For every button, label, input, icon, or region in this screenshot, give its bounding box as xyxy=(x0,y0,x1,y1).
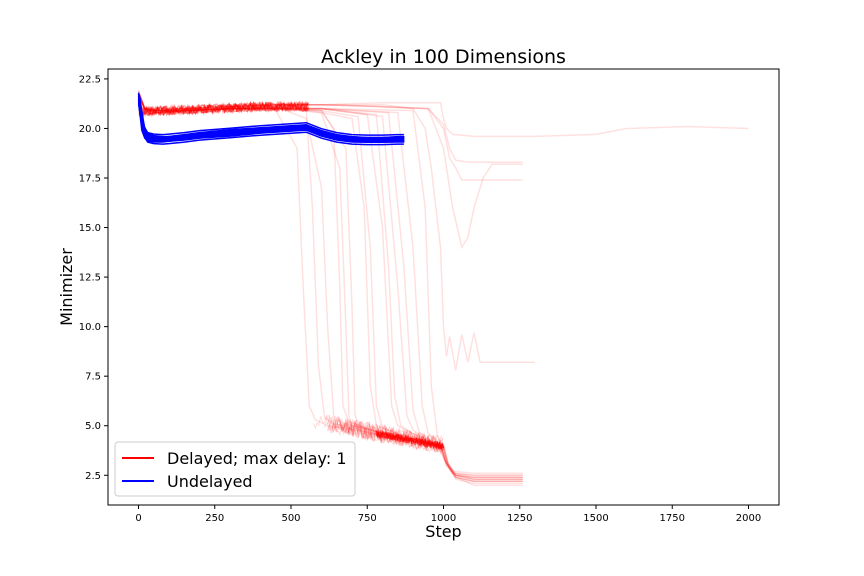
chart-title: Ackley in 100 Dimensions xyxy=(321,46,566,68)
x-axis: 0 250 500 750 1000 1250 1500 1750 2000 xyxy=(135,505,761,524)
delayed-run-line-0 xyxy=(137,92,523,477)
delayed-run-line-16 xyxy=(137,94,523,250)
delayed-noise-line-0 xyxy=(326,418,443,452)
legend-label-delayed: Delayed; max delay: 1 xyxy=(167,449,347,468)
delayed-run-line-14 xyxy=(137,92,749,138)
delayed-run-line-9 xyxy=(137,96,523,475)
x-axis-label: Step xyxy=(425,522,461,541)
delayed-run-line-18 xyxy=(137,92,523,163)
x-tick-label: 2000 xyxy=(736,513,761,524)
delayed-tail-line-2 xyxy=(375,430,444,451)
delayed-run-line-11 xyxy=(137,94,523,482)
delayed-band-line-2 xyxy=(138,100,309,116)
x-tick-label: 1750 xyxy=(660,513,685,524)
delayed-run-line-4 xyxy=(137,92,523,484)
x-tick-label: 0 xyxy=(135,513,141,524)
x-tick-label: 500 xyxy=(281,513,300,524)
delayed-noise-line-8 xyxy=(323,414,443,453)
x-tick-label: 1500 xyxy=(583,513,608,524)
delayed-noise-line-2 xyxy=(326,419,443,451)
delayed-tail-line-6 xyxy=(375,429,444,450)
delayed-run-line-10 xyxy=(137,92,523,480)
delayed-band-line-4 xyxy=(138,99,309,118)
x-tick-label: 1250 xyxy=(507,513,532,524)
delayed-band-line-3 xyxy=(138,100,309,118)
delayed-tail-line-3 xyxy=(375,430,445,451)
delayed-band-line-9 xyxy=(138,100,309,117)
x-tick-label: 1000 xyxy=(431,513,456,524)
delayed-run-line-3 xyxy=(137,96,523,482)
delayed-run-line-8 xyxy=(137,94,523,477)
delayed-noise-line-7 xyxy=(344,419,443,451)
legend-box xyxy=(114,441,356,497)
x-tick-label: 250 xyxy=(205,513,224,524)
y-tick-label: 7.5 xyxy=(85,372,101,383)
delayed-band-line-5 xyxy=(138,100,309,117)
delayed-run-line-17 xyxy=(137,92,523,181)
delayed-band-line-6 xyxy=(138,100,309,118)
y-tick-label: 2.5 xyxy=(85,471,101,482)
delayed-run-line-13 xyxy=(137,90,523,479)
delayed-noise-line-5 xyxy=(331,423,444,454)
delayed-run-line-6 xyxy=(137,92,523,482)
delayed-band-line-8 xyxy=(138,100,309,116)
x-tick-label: 750 xyxy=(358,513,377,524)
y-tick-label: 15.0 xyxy=(79,223,101,234)
series-layer xyxy=(137,90,749,486)
y-tick-label: 20.0 xyxy=(79,124,101,135)
delayed-tail-line-7 xyxy=(375,431,445,450)
delayed-run-line-5 xyxy=(137,94,523,486)
delayed-tail-line-1 xyxy=(376,430,444,449)
y-tick-label: 10.0 xyxy=(79,322,101,333)
undelayed-run-line-0 xyxy=(137,103,404,146)
y-axis-label: Minimizer xyxy=(57,248,76,326)
delayed-run-line-7 xyxy=(137,90,523,479)
delayed-noise-line-6 xyxy=(312,414,444,455)
undelayed-run-line-1 xyxy=(137,100,404,143)
delayed-run-line-1 xyxy=(137,94,523,479)
delayed-run-line-15 xyxy=(137,92,535,371)
delayed-noise-line-1 xyxy=(339,419,443,455)
delayed-run-line-12 xyxy=(137,92,523,480)
delayed-tail-line-0 xyxy=(375,431,444,451)
y-tick-label: 12.5 xyxy=(79,273,101,284)
y-axis: 2.5 5.0 7.5 10.0 12.5 15.0 17.5 20.0 22.5 xyxy=(79,74,108,482)
y-tick-label: 22.5 xyxy=(79,74,101,85)
delayed-tail-line-5 xyxy=(376,431,444,449)
delayed-tail-line-4 xyxy=(375,430,445,450)
y-tick-label: 17.5 xyxy=(79,174,101,185)
y-tick-label: 5.0 xyxy=(85,421,101,432)
undelayed-run-line-4 xyxy=(137,93,404,136)
delayed-noise-line-9 xyxy=(337,417,443,452)
delayed-noise-line-4 xyxy=(343,417,444,454)
undelayed-run-line-3 xyxy=(137,96,404,139)
legend: Delayed; max delay: 1 Undelayed xyxy=(114,441,356,497)
undelayed-run-line-2 xyxy=(137,98,404,141)
delayed-band-line-0 xyxy=(138,100,309,118)
legend-label-undelayed: Undelayed xyxy=(167,472,253,491)
delayed-noise-line-3 xyxy=(327,415,444,452)
delayed-noise-line-10 xyxy=(330,416,444,451)
delayed-noise-line-11 xyxy=(328,415,443,452)
delayed-band-line-7 xyxy=(138,100,309,117)
delayed-run-line-2 xyxy=(137,90,523,480)
delayed-band-line-1 xyxy=(139,101,309,117)
